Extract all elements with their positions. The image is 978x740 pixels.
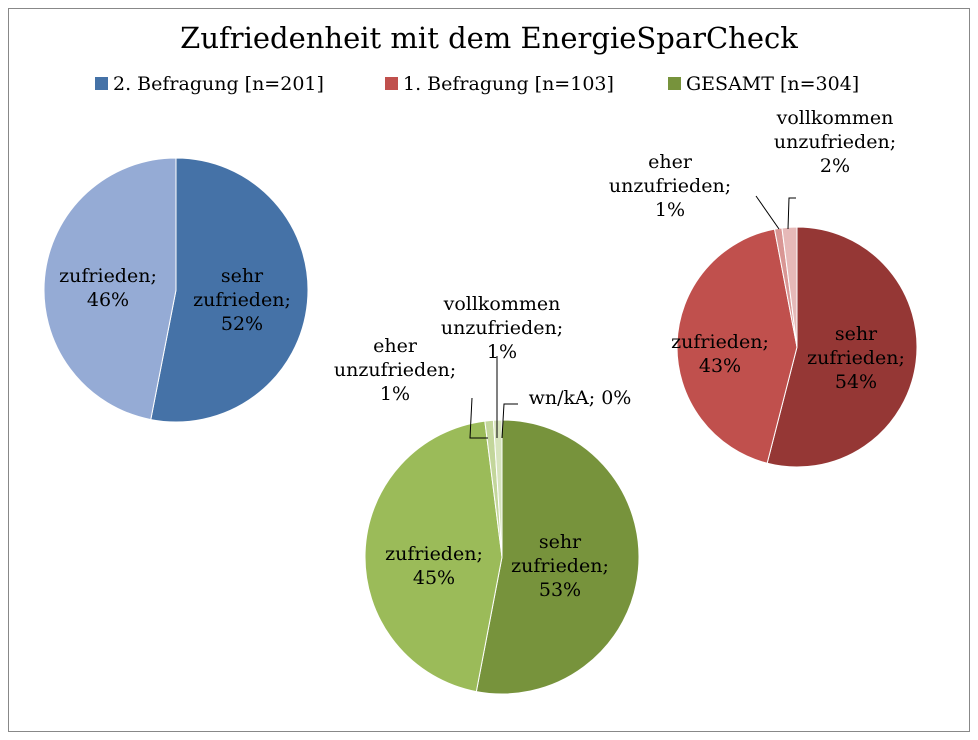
legend-label: GESAMT [n=304] [686, 73, 859, 95]
pie-slice [781, 226, 798, 348]
leader-line [787, 197, 796, 230]
data-label: wn/kA; 0% [529, 387, 632, 409]
data-label: vollkommen unzufrieden; 1% [441, 293, 563, 363]
chart-title: Zufriedenheit mit dem EnergieSparCheck [180, 21, 798, 55]
data-label: sehr zufrieden; 53% [511, 531, 609, 601]
legend-swatch [668, 77, 681, 90]
data-label: zufrieden; 46% [59, 265, 157, 311]
pie-slice [150, 157, 309, 423]
legend-swatch [385, 77, 398, 90]
pie-slice [676, 228, 798, 464]
leader-line [755, 195, 780, 230]
leader-line [469, 397, 488, 439]
legend-swatch [95, 77, 108, 90]
data-label: zufrieden; 43% [671, 331, 769, 377]
pie-slice [766, 226, 918, 468]
leader-line [501, 403, 518, 439]
pie-slice [43, 157, 177, 421]
data-label: sehr zufrieden; 52% [193, 265, 291, 335]
pie-slice [364, 420, 503, 693]
data-label: sehr zufrieden; 54% [807, 323, 905, 393]
legend-label: 1. Befragung [n=103] [403, 73, 614, 95]
legend-label: 2. Befragung [n=201] [113, 73, 324, 95]
data-label: vollkommen unzufrieden; 2% [774, 107, 896, 177]
data-label: zufrieden; 45% [385, 543, 483, 589]
data-label: eher unzufrieden; 1% [334, 335, 456, 405]
pie-slice [475, 419, 640, 695]
data-label: eher unzufrieden; 1% [609, 151, 731, 221]
